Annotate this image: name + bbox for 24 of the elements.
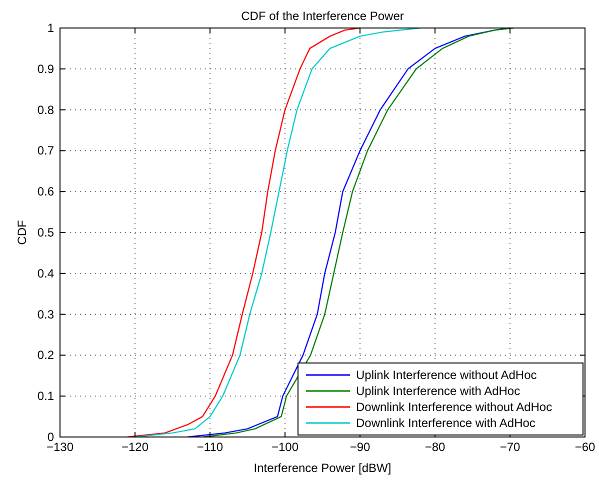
x-tick-label: −80 [424,440,446,454]
x-tick-label: −70 [500,440,520,454]
legend-label: Uplink Interference without AdHoc [356,368,537,382]
x-tick-label: −110 [196,440,224,454]
y-tick-label: 0.8 [37,102,54,117]
y-tick-label: 0.4 [37,266,54,280]
legend-label: Downlink Interference with AdHoc [356,416,536,430]
y-tick-label: 1 [47,21,54,35]
x-tick-label: −60 [574,440,596,454]
y-tick-label: 0.7 [37,144,54,158]
y-tick-label: 0.5 [37,226,54,240]
legend-label: Downlink Interference without AdHoc [356,400,552,414]
y-tick-label: 0.1 [37,389,54,404]
chart-title: CDF of the Interference Power [241,9,404,23]
x-tick-label: −100 [271,440,299,454]
y-tick-label: 0.6 [37,184,54,199]
legend-label: Uplink Interference with AdHoc [356,384,520,398]
x-tick-label: −120 [121,440,149,454]
x-axis-title: Interference Power [dBW] [254,461,392,475]
y-tick-label: 0.3 [37,307,54,322]
y-axis-title: CDF [15,220,29,245]
x-tick-label: −90 [350,440,370,454]
y-tick-label: 0.9 [37,62,54,76]
y-tick-label: 0.2 [37,348,54,362]
